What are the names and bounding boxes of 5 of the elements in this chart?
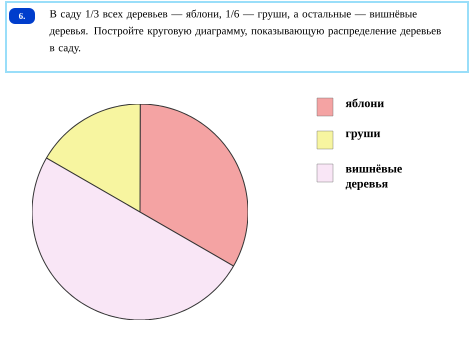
text: 6. <box>18 12 25 20</box>
legend-label: груши <box>346 132 380 140</box>
chart-title: В саду 1/3 всех деревьев — яблони, 1/6 — груши, а остальные — вишнёвые деревья. Постройте круговую диаграмму, показывающую распределение деревьев в саду. <box>50 10 441 54</box>
legend-label: вишнёвые деревья <box>346 164 402 190</box>
legend-label: яблони <box>346 98 384 108</box>
